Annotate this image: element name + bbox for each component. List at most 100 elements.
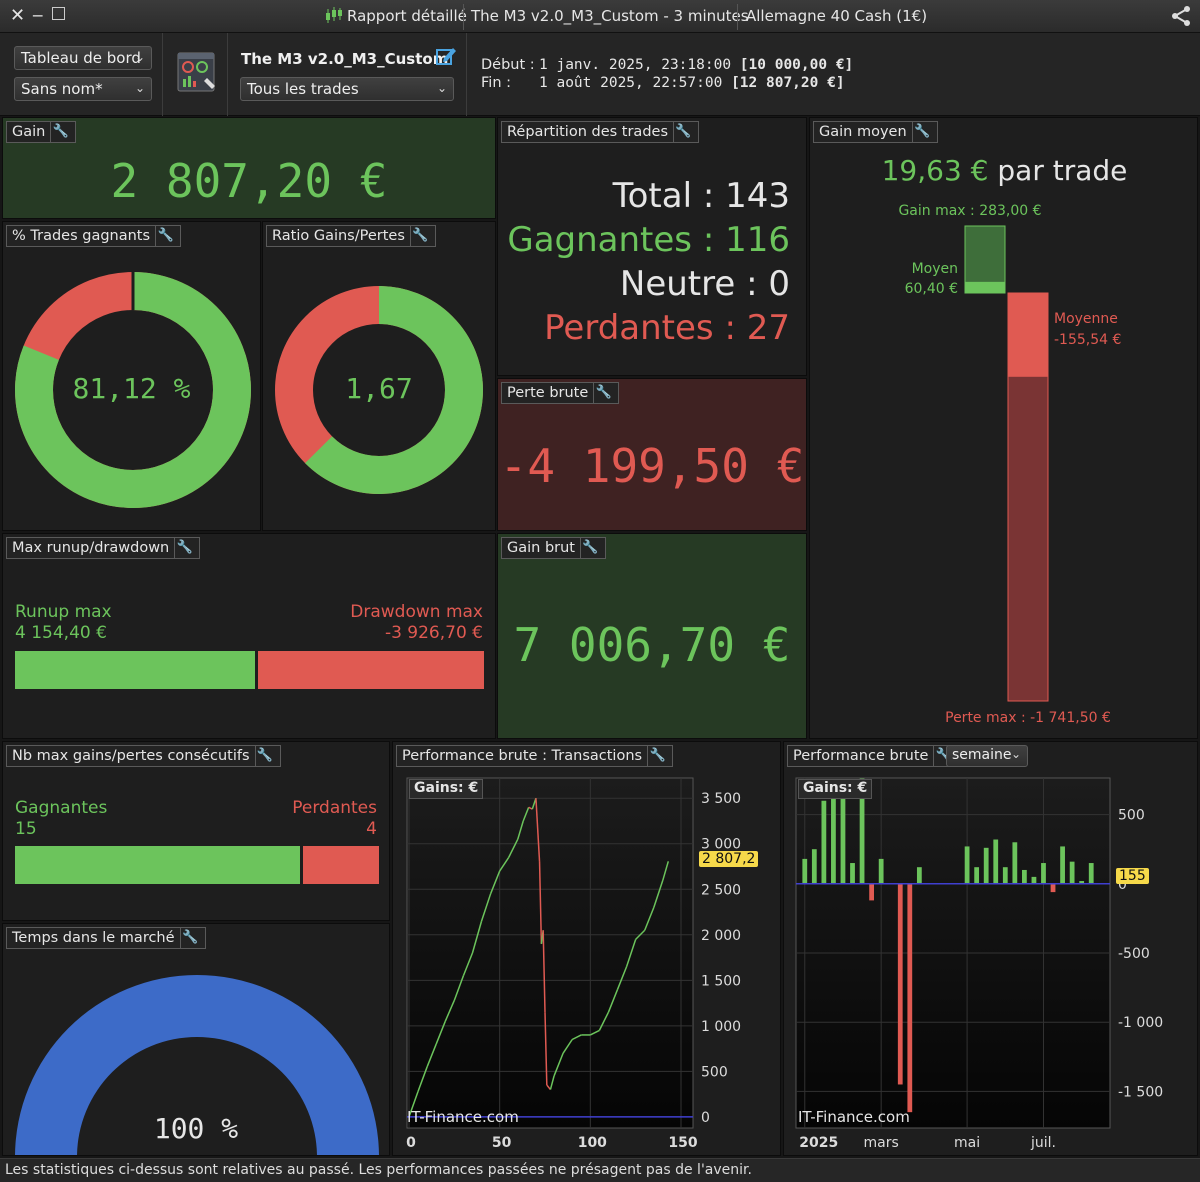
weekly-bar bbox=[802, 858, 808, 884]
neutral-value: 0 bbox=[768, 264, 790, 304]
x-tick-label: 50 bbox=[492, 1135, 512, 1151]
panel-title-text: Gain bbox=[12, 124, 46, 140]
start-date: 1 janv. 2025, 23:18:00 bbox=[539, 57, 732, 73]
wrench-icon[interactable]: 🔧 bbox=[647, 746, 667, 766]
avg-gain-line: 19,63 € par trade bbox=[810, 154, 1197, 187]
distribution-panel: Répartition des trades 🔧 Total : 143 Gagn… bbox=[497, 117, 807, 376]
panel-title: Gain 🔧 bbox=[6, 121, 77, 143]
perf-week-panel: Performance brute 🔧 semaine ⌄ 500 0 -500 -1 0… bbox=[783, 741, 1198, 1156]
period-info: Début :1 janv. 2025, 23:18:00 [10 000,00… bbox=[481, 56, 853, 92]
name-select[interactable]: Sans nom* ⌄ bbox=[14, 77, 152, 101]
dashboard-settings-icon[interactable] bbox=[176, 51, 218, 99]
weekly-bar bbox=[1060, 846, 1065, 884]
drawdown-info: Drawdown max -3 926,70 € bbox=[350, 602, 483, 644]
ratio-donut bbox=[275, 286, 483, 494]
equity-segment bbox=[625, 939, 637, 967]
consecutive-win-label: Gagnantes bbox=[15, 798, 108, 818]
x-tick-label: mai bbox=[954, 1135, 980, 1151]
wrench-icon[interactable]: 🔧 bbox=[593, 383, 613, 403]
strategy-name: The M3 v2.0_M3_Custom bbox=[241, 50, 449, 68]
start-capital: [10 000,00 €] bbox=[739, 57, 854, 73]
view-select[interactable]: Tableau de bord ⌄ bbox=[14, 46, 152, 70]
equity-segment bbox=[653, 879, 664, 908]
wrench-icon[interactable]: 🔧 bbox=[911, 122, 932, 142]
avg-gain-panel: Gain moyen 🔧 19,63 € par trade Gain max :… bbox=[809, 117, 1198, 739]
end-capital: [12 807,20 €] bbox=[731, 75, 845, 91]
panel-title: Perte brute 🔧 bbox=[501, 382, 620, 404]
equity-segment bbox=[616, 966, 628, 990]
maximize-icon[interactable] bbox=[52, 7, 65, 20]
consecutive-win-value: 15 bbox=[15, 819, 37, 839]
view-select-value: Tableau de bord bbox=[21, 49, 141, 67]
distribution-list: Total : 143 Gagnantes : 116 Neutre : 0 P… bbox=[507, 176, 790, 348]
total-value: 143 bbox=[725, 176, 790, 216]
weekly-bar bbox=[811, 849, 817, 884]
start-label: Début : bbox=[481, 57, 535, 73]
avg-loss-bar bbox=[1008, 293, 1048, 377]
panel-title-text: Gain brut bbox=[507, 540, 575, 556]
win-value: 116 bbox=[725, 220, 790, 260]
panel-title: Gain brut 🔧 bbox=[501, 537, 606, 559]
wrench-icon[interactable]: 🔧 bbox=[155, 226, 175, 246]
weekly-bar bbox=[1041, 863, 1046, 884]
consecutive-panel: Nb max gains/pertes consécutifs 🔧 Gagnant… bbox=[2, 741, 390, 921]
weekly-bar bbox=[1050, 883, 1056, 893]
minimize-icon[interactable]: ‒ bbox=[32, 5, 44, 26]
equity-segment bbox=[499, 856, 510, 872]
chevron-down-icon: ⌄ bbox=[134, 81, 145, 95]
equity-segment bbox=[546, 1084, 552, 1091]
panel-title: Max runup/drawdown 🔧 bbox=[6, 537, 201, 559]
end-date: 1 août 2025, 22:57:00 bbox=[539, 75, 723, 91]
ratio-panel: Ratio Gains/Pertes 🔧 1,67 bbox=[262, 221, 496, 531]
win-label: Gagnantes bbox=[507, 220, 693, 260]
x-tick-label: 0 bbox=[406, 1135, 416, 1151]
equity-segment bbox=[571, 1034, 582, 1041]
neutral-label: Neutre bbox=[619, 264, 736, 304]
share-icon[interactable] bbox=[1170, 5, 1192, 31]
weekly-bar bbox=[1022, 869, 1027, 884]
equity-segment bbox=[644, 907, 655, 931]
y-tick-label: 1 500 bbox=[701, 973, 741, 989]
equity-segment bbox=[517, 820, 524, 840]
wrench-icon[interactable]: 🔧 bbox=[409, 226, 430, 246]
avg-gain-chart: Gain max : 283,00 € Moyen 60,40 € Moyenn… bbox=[898, 203, 1121, 726]
y-tick-label: 3 500 bbox=[701, 791, 741, 807]
wrench-icon[interactable]: 🔧 bbox=[673, 122, 693, 142]
panel-title: Temps dans le marché 🔧 bbox=[6, 927, 206, 949]
y-tick-label: 500 bbox=[1118, 808, 1145, 824]
wrench-icon[interactable]: 🔧 bbox=[50, 122, 70, 142]
max-gain-label: Gain max : 283,00 € bbox=[898, 203, 1041, 219]
panel-title-text: Nb max gains/pertes consécutifs bbox=[12, 748, 250, 764]
close-icon[interactable]: ✕ bbox=[10, 5, 26, 26]
wrench-icon[interactable]: 🔧 bbox=[174, 538, 194, 558]
consecutive-loss-segment bbox=[303, 846, 379, 884]
trades-filter-select[interactable]: Tous les trades ⌄ bbox=[240, 77, 454, 101]
period-select[interactable]: semaine ⌄ bbox=[946, 745, 1028, 767]
equity-segment bbox=[444, 1000, 456, 1022]
name-select-value: Sans nom* bbox=[21, 80, 103, 98]
panel-title-text: Perte brute bbox=[507, 385, 589, 401]
report-label[interactable]: Rapport détaillé bbox=[347, 7, 467, 25]
end-label: Fin : bbox=[481, 75, 511, 91]
equity-segment bbox=[489, 870, 501, 895]
y-tick-label: 2 500 bbox=[701, 882, 741, 898]
x-tick-label: 2025 bbox=[799, 1135, 838, 1151]
market-time-gauge bbox=[15, 975, 379, 1155]
wrench-icon[interactable]: 🔧 bbox=[580, 538, 600, 558]
gain-panel: Gain 🔧 2 807,20 € bbox=[2, 117, 496, 219]
weekly-bar bbox=[878, 858, 884, 884]
avg-win-value: 60,40 € bbox=[905, 281, 958, 297]
weekly-bar bbox=[1002, 867, 1008, 884]
edit-icon[interactable] bbox=[435, 45, 457, 71]
x-tick-label: 150 bbox=[668, 1135, 697, 1151]
panel-title: Répartition des trades 🔧 bbox=[501, 121, 699, 143]
wrench-icon[interactable]: 🔧 bbox=[254, 746, 275, 766]
panel-title: Performance brute 🔧 bbox=[787, 745, 960, 767]
y-tick-label: 0 bbox=[701, 1110, 710, 1126]
max-loss-label: Perte max : -1 741,50 € bbox=[945, 710, 1111, 726]
weekly-bar bbox=[993, 839, 999, 884]
market-time-arc bbox=[15, 975, 379, 1155]
wrench-icon[interactable]: 🔧 bbox=[179, 928, 200, 948]
consecutive-win-info: Gagnantes 15 bbox=[15, 798, 107, 840]
market-time-value: 100 % bbox=[153, 1112, 239, 1145]
